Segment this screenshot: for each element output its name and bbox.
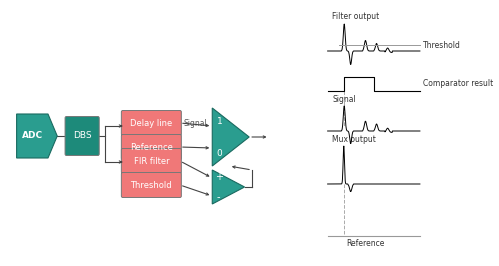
Text: Threshold: Threshold	[423, 40, 461, 49]
Text: ADC: ADC	[22, 131, 43, 140]
Text: Threshold: Threshold	[131, 181, 172, 189]
Polygon shape	[212, 170, 245, 204]
Text: Filter output: Filter output	[332, 12, 380, 21]
Text: 1: 1	[217, 117, 223, 126]
Text: Delay line: Delay line	[130, 118, 173, 127]
Polygon shape	[212, 108, 249, 166]
FancyBboxPatch shape	[121, 110, 181, 135]
FancyBboxPatch shape	[121, 172, 181, 197]
Polygon shape	[16, 114, 57, 158]
Text: Reference: Reference	[130, 143, 173, 152]
Text: -: -	[217, 192, 221, 202]
FancyBboxPatch shape	[121, 148, 181, 173]
Text: Signal: Signal	[332, 95, 356, 104]
Text: DBS: DBS	[73, 131, 91, 140]
Text: 0: 0	[217, 148, 223, 157]
Text: Reference: Reference	[346, 239, 384, 248]
FancyBboxPatch shape	[121, 135, 181, 160]
Text: Signal: Signal	[184, 118, 208, 127]
FancyBboxPatch shape	[65, 117, 99, 156]
Text: +: +	[215, 172, 223, 182]
Text: Comparator result: Comparator result	[423, 80, 493, 89]
Text: FIR filter: FIR filter	[134, 156, 169, 165]
Text: Mux output: Mux output	[332, 135, 376, 144]
